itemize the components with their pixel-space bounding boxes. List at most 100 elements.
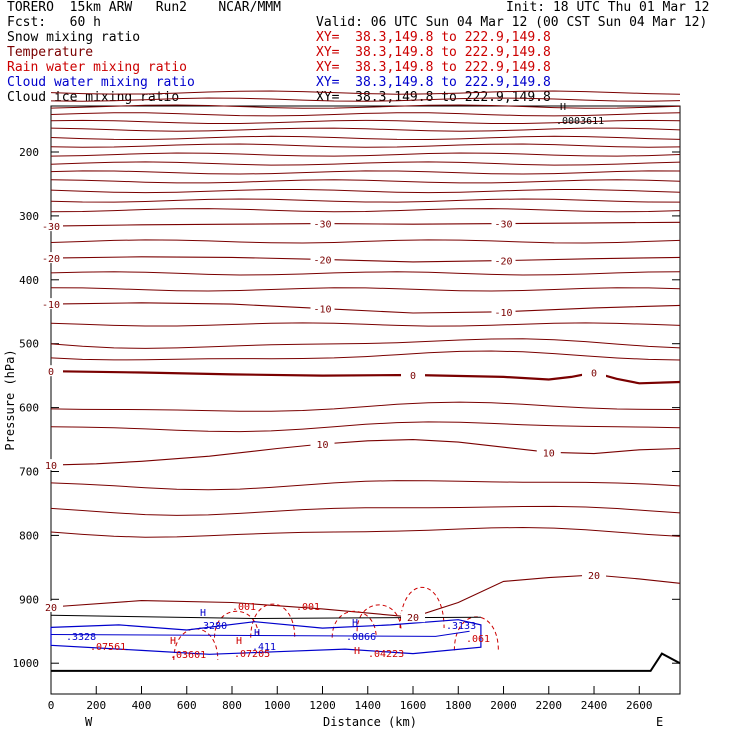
- x-tick-label: 1600: [400, 699, 427, 712]
- x-tick-label: 2600: [626, 699, 653, 712]
- y-tick-label: 700: [19, 466, 39, 479]
- isotherm-label-bg: [310, 217, 335, 229]
- isotherm-10: [50, 439, 681, 466]
- field-temperature-label: Temperature: [7, 45, 94, 60]
- x-tick-label: 2000: [490, 699, 517, 712]
- isotherm-minor: [50, 152, 681, 157]
- isotherm--20: [50, 256, 681, 263]
- isotherm-label: -30: [313, 220, 331, 231]
- isotherm-minor: [50, 119, 681, 124]
- isotherm-label-bg: [310, 253, 335, 265]
- rain-label: .07561: [90, 642, 126, 653]
- y-tick-label: 300: [19, 210, 39, 223]
- isotherm-label: -30: [494, 220, 512, 231]
- snow-max-label: .0003611: [556, 116, 604, 127]
- isotherm-minor: [50, 322, 681, 327]
- valid-time: Valid: 06 UTC Sun 04 Mar 12 (00 CST Sun …: [316, 15, 708, 30]
- isotherm-minor: [50, 208, 681, 213]
- y-tick-label: 800: [19, 529, 39, 542]
- isotherm-minor: [50, 161, 681, 166]
- terrain-line: [51, 652, 681, 672]
- endpoint-west: W: [85, 715, 93, 729]
- rain-label: .061: [466, 634, 490, 645]
- isotherm--30: [50, 221, 681, 227]
- isotherm-label: -30: [42, 222, 60, 233]
- isotherm-label: 0: [591, 368, 597, 379]
- isotherm-minor: [50, 350, 681, 361]
- cloudwater-label: .3328: [66, 632, 96, 643]
- endpoint-east: E: [656, 715, 663, 729]
- isotherm-label-bg: [39, 252, 63, 264]
- rain-label: .001: [296, 602, 320, 613]
- y-tick-label: 500: [19, 338, 39, 351]
- isotherm-0: [50, 370, 681, 385]
- rain-label: .001: [232, 602, 256, 613]
- isotherm-label: -20: [494, 257, 512, 268]
- y-tick-label: 900: [19, 593, 39, 606]
- field-cloudwater-xy: XY= 38.3,149.8 to 222.9,149.8: [316, 75, 551, 90]
- isotherm-label-bg: [39, 459, 63, 471]
- isotherm-label: -10: [42, 300, 60, 311]
- rain-label: .04223: [368, 649, 404, 660]
- cloudwater-contour: [50, 619, 482, 655]
- y-tick-label: 600: [19, 402, 39, 415]
- forecast-hour: Fcst: 60 h: [7, 15, 101, 30]
- field-temperature-xy: XY= 38.3,149.8 to 222.9,149.8: [316, 45, 551, 60]
- x-tick-label: 1000: [264, 699, 291, 712]
- isotherm-20: [50, 574, 681, 618]
- isotherm-minor: [50, 338, 681, 349]
- isotherm-label: -10: [494, 308, 512, 319]
- extrema-label: H: [200, 608, 206, 619]
- isotherm-label: -20: [313, 255, 331, 266]
- isotherm-label: -10: [313, 305, 331, 316]
- x-tick-label: 0: [48, 699, 55, 712]
- field-snow-xy: XY= 38.3,149.8 to 222.9,149.8: [316, 30, 551, 45]
- y-axis-title: Pressure (hPa): [3, 349, 17, 450]
- isotherm-minor: [50, 97, 681, 102]
- rain-label: .07205: [234, 649, 270, 660]
- x-tick-label: 1200: [309, 699, 336, 712]
- extrema-label: H: [170, 636, 176, 647]
- model-title: TORERO 15km ARW Run2 NCAR/MMM: [7, 0, 281, 15]
- isotherm-label: -20: [42, 254, 60, 265]
- x-tick-label: 400: [132, 699, 152, 712]
- rain-contour: [214, 610, 260, 638]
- cloudwater-label: .3133: [446, 621, 476, 632]
- isotherm-label-bg: [39, 365, 63, 377]
- isotherm-minor: [50, 421, 681, 433]
- rain-contour: [250, 603, 296, 638]
- isotherm-minor: [50, 90, 681, 95]
- isotherm-minor: [50, 271, 681, 276]
- isotherm-minor: [50, 179, 681, 184]
- isotherm-minor: [50, 127, 681, 132]
- isotherm-label-bg: [582, 569, 607, 581]
- x-tick-label: 1400: [355, 699, 382, 712]
- extrema-label: H: [352, 618, 358, 629]
- isotherm-label-bg: [582, 366, 607, 378]
- isotherm-minor: [50, 143, 681, 148]
- isotherm-minor: [50, 401, 681, 412]
- isotherm-minor: [50, 104, 681, 109]
- extrema-label: H: [254, 628, 260, 639]
- cloudwater-label: .0866: [346, 632, 376, 643]
- cloudwater-label: .3280: [197, 621, 227, 632]
- isotherm-label-bg: [491, 305, 516, 317]
- extrema-label: H: [236, 636, 242, 647]
- isotherm-minor: [50, 526, 681, 538]
- isotherm-label: 10: [543, 448, 555, 459]
- isotherm-minor: [50, 112, 681, 117]
- isotherm-minor: [50, 198, 681, 203]
- rain-label: .03601: [170, 650, 206, 661]
- x-tick-label: 600: [177, 699, 197, 712]
- isotherm-label: 10: [316, 440, 328, 451]
- cloudwater-contour-inner: [50, 630, 470, 637]
- isotherm-label: 10: [45, 461, 57, 472]
- x-tick-label: 2200: [536, 699, 563, 712]
- extrema-h: H: [560, 102, 566, 113]
- isotherm-minor: [50, 480, 681, 491]
- y-tick-label: 1000: [13, 657, 40, 670]
- y-tick-label: 200: [19, 146, 39, 159]
- x-tick-label: 800: [222, 699, 242, 712]
- field-snow-label: Snow mixing ratio: [7, 30, 141, 45]
